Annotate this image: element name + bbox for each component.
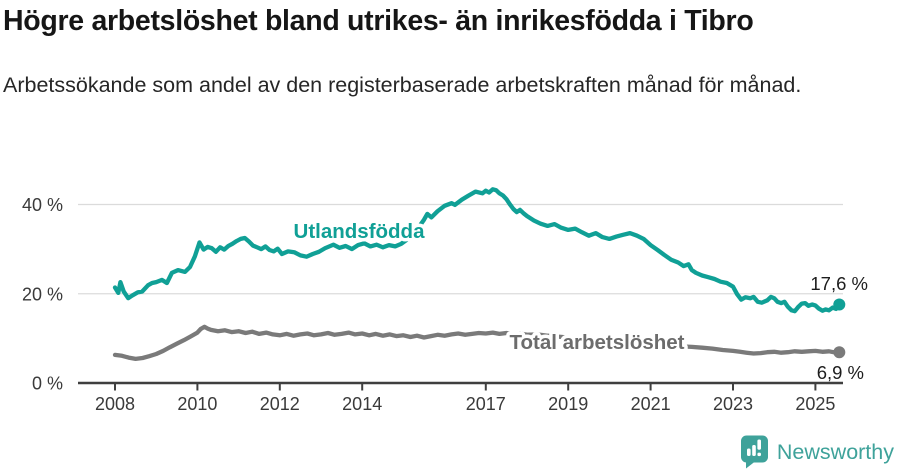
x-tick-label-2010: 2010 [177, 394, 217, 414]
series-end-dot-utlandsfodda [833, 298, 846, 311]
series-line-utlandsfodda [112, 187, 842, 314]
series-line-total [112, 324, 842, 362]
series-label-utlandsfodda: Utlandsfödda [294, 220, 426, 243]
series-label-total: Total arbetslöshet [509, 331, 684, 354]
newsworthy-logo-text: Newsworthy [776, 439, 894, 464]
x-tick-label-2012: 2012 [260, 394, 300, 414]
series-end-dot-total [833, 346, 846, 359]
y-tick-label-20: 20 % [22, 284, 63, 304]
page-title: Högre arbetslöshet bland utrikes- än inr… [3, 5, 754, 37]
x-tick-label-2021: 2021 [631, 394, 671, 414]
page-subtitle: Arbetssökande som andel av den registerb… [3, 73, 802, 97]
end-value-label-total: 6,9 % [817, 362, 864, 383]
newsworthy-logo[interactable]: Newsworthy [739, 434, 894, 470]
x-tick-label-2008: 2008 [95, 394, 135, 414]
x-tick-label-2025: 2025 [795, 394, 835, 414]
end-value-label-utlandsfodda: 17,6 % [810, 273, 868, 294]
newsworthy-icon [739, 434, 770, 470]
x-tick-label-2014: 2014 [342, 394, 382, 414]
x-tick-label-2023: 2023 [713, 394, 753, 414]
y-tick-label-40: 40 % [22, 195, 63, 215]
y-tick-label-0: 0 % [32, 374, 63, 394]
x-tick-label-2017: 2017 [466, 394, 506, 414]
x-tick-label-2019: 2019 [548, 394, 588, 414]
